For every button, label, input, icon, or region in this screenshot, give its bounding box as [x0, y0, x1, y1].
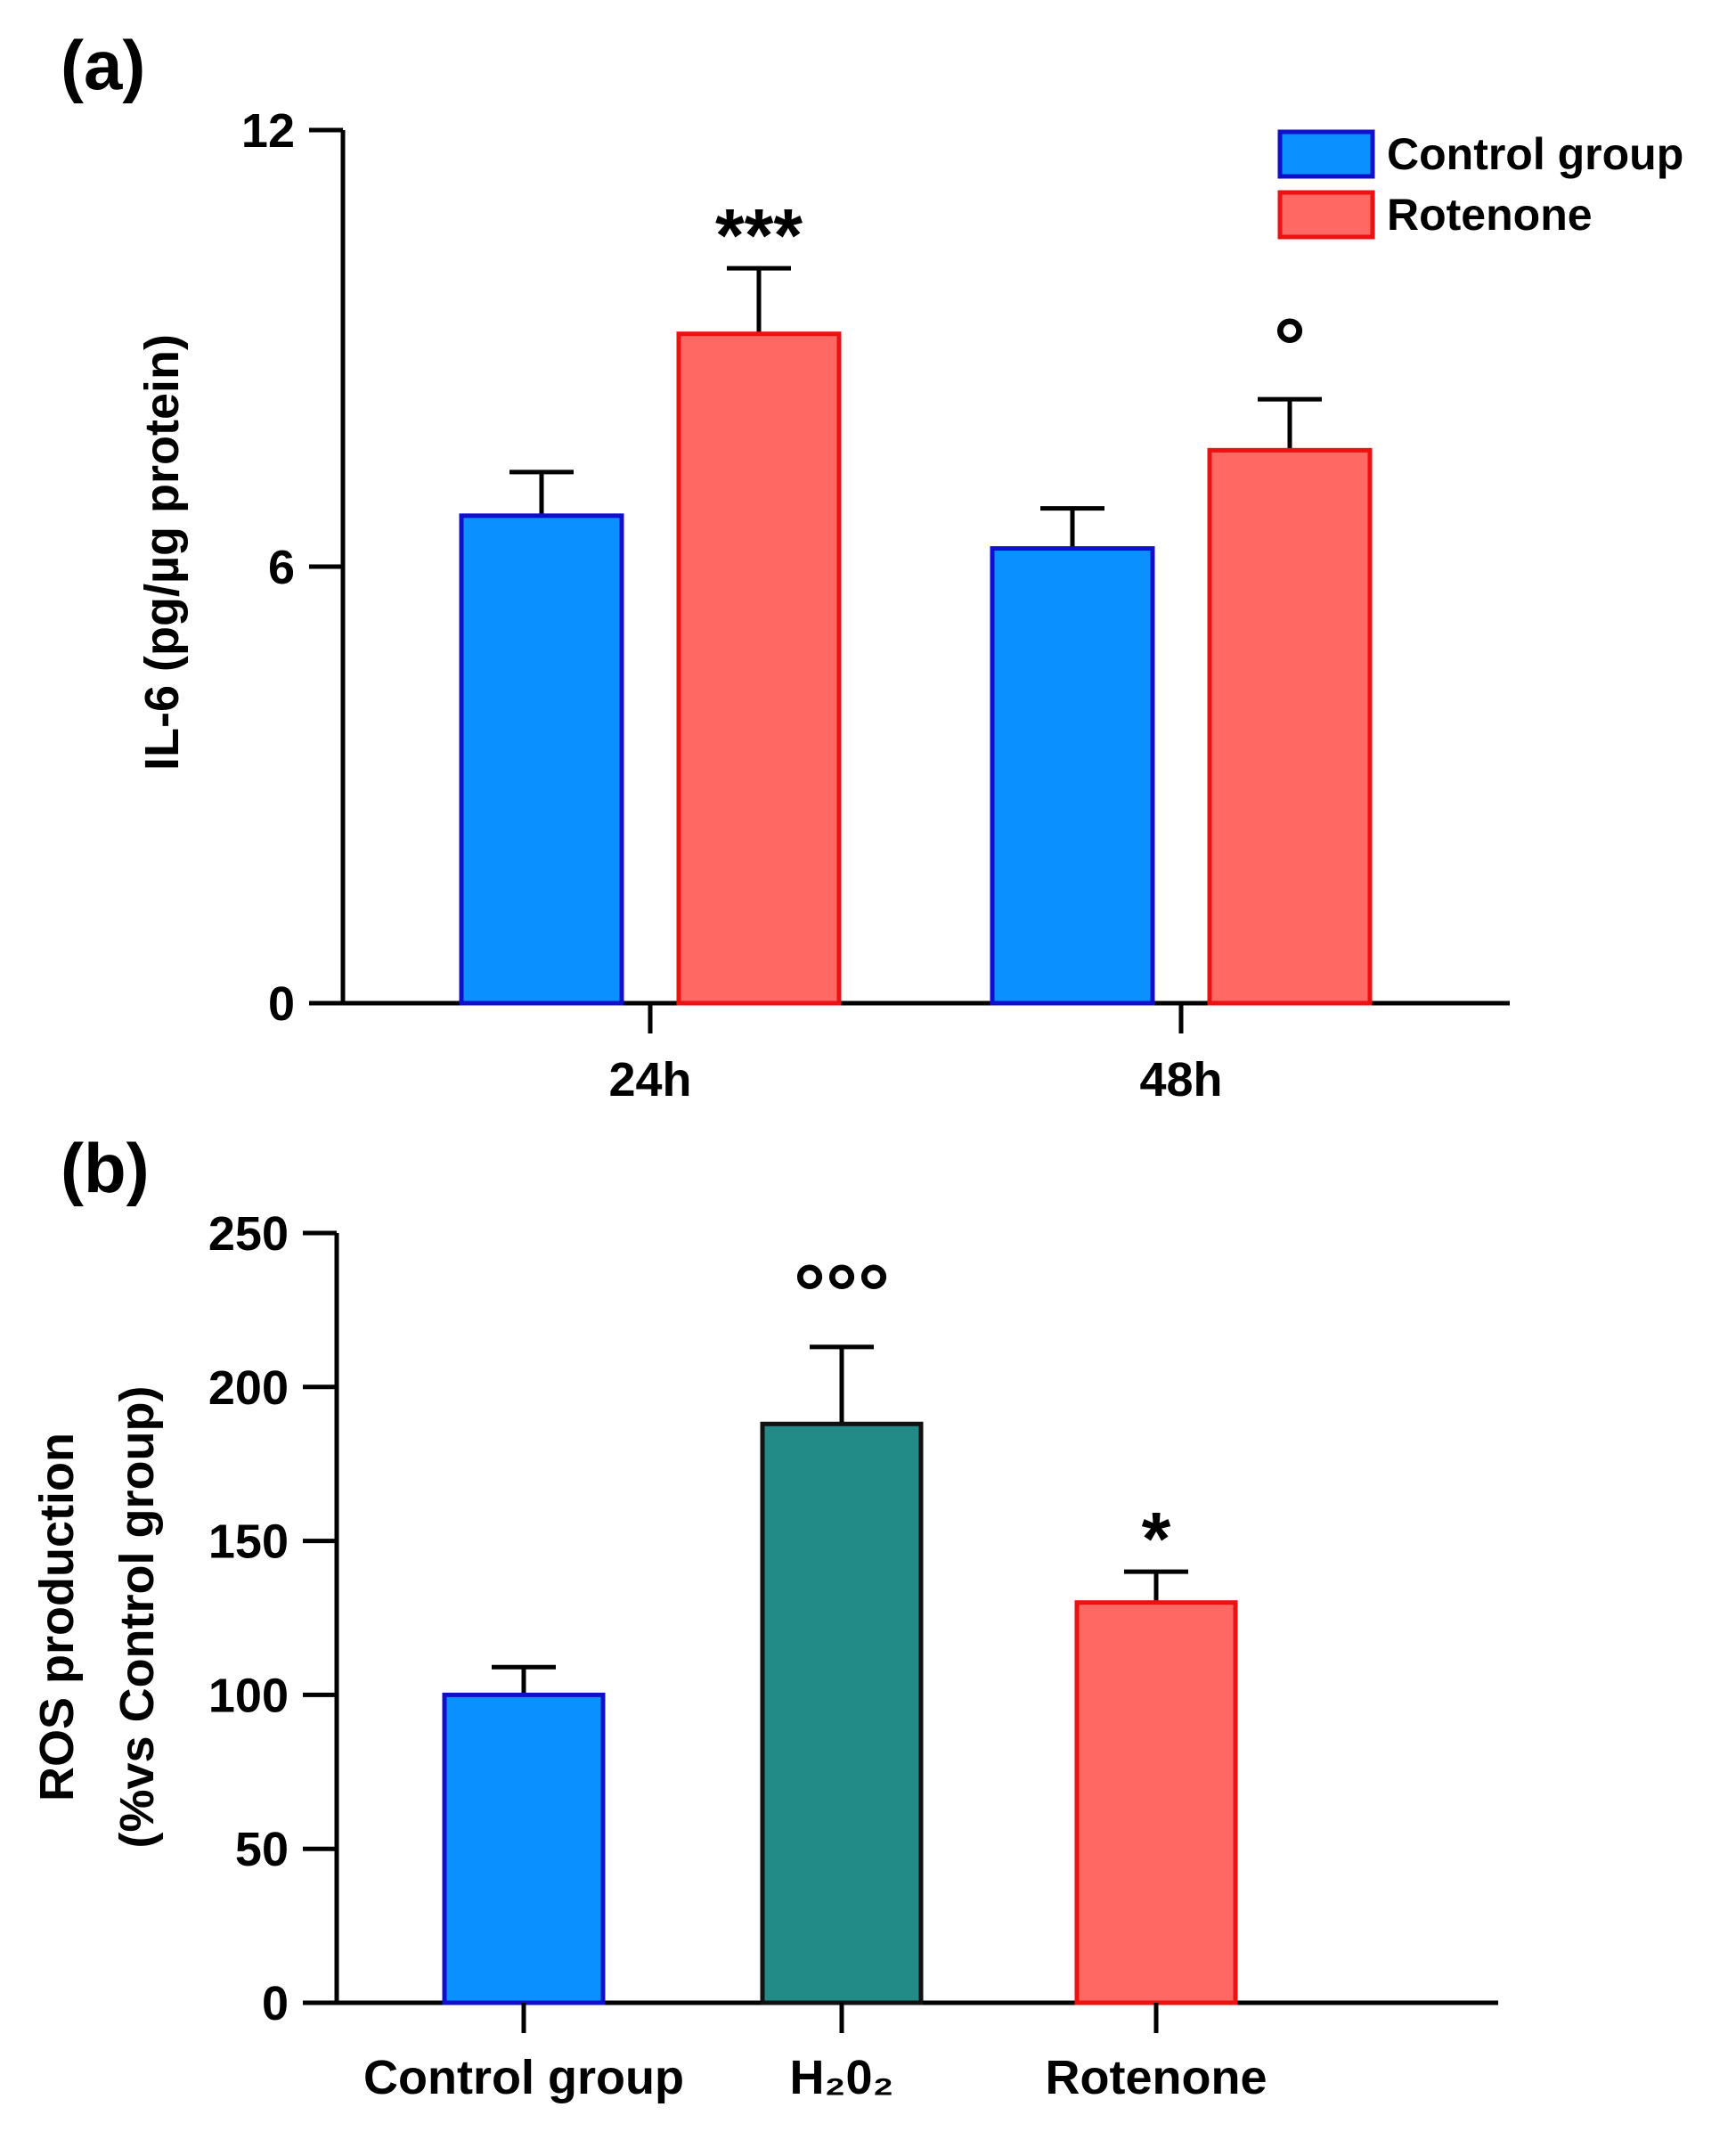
panel-b-bar [442, 1692, 606, 2005]
panel-b-y-tick-label: 250 [208, 1207, 289, 1261]
panel-a-legend-swatch [1277, 129, 1375, 179]
panel-a-legend-swatch [1277, 190, 1375, 240]
panel-a-legend-label: Control group [1387, 129, 1683, 179]
panel-a-bar [676, 331, 842, 1006]
panel-a-y-axis-title: IL-6 (pg/µg protein) [135, 334, 189, 771]
panel-a-bar [459, 513, 624, 1006]
panel-a-x-tick-label: 48h [1139, 1053, 1222, 1107]
panel-a-significance-mark: ° [1274, 303, 1306, 392]
panel-b-y-axis-title: ROS production [30, 1433, 84, 1801]
panel-a-bar [990, 546, 1155, 1006]
panel-b-y-tick-label: 200 [208, 1361, 289, 1415]
panel-b-bar [1074, 1600, 1238, 2005]
panel-a: (a) 0 6 12 *** ° 24h 48h IL-6 (pg/µg protein) Con… [61, 26, 1683, 1107]
panel-a-significance-mark: *** [715, 193, 803, 277]
panel-a-legend-label: Rotenone [1387, 190, 1593, 240]
panel-a-y-tick-label: 0 [268, 977, 295, 1031]
panel-b-x-tick-label: Control group [363, 2051, 684, 2104]
panel-a-label: (a) [61, 26, 145, 104]
panel-b-y-axis-subtitle: (%vs Control group) [110, 1386, 164, 1849]
panel-b-y-tick-label: 100 [208, 1669, 289, 1722]
panel-b: (b) 0 50 100 150 200 250 °°° * Control group H₂0₂ R… [30, 1129, 1498, 2104]
panel-b-y-tick-label: 0 [262, 1977, 289, 2030]
panel-a-x-tick-label: 24h [608, 1053, 691, 1107]
panel-b-y-tick-label: 50 [235, 1823, 289, 1876]
panel-b-significance-mark: * [1142, 1497, 1171, 1580]
panel-b-y-tick-label: 150 [208, 1515, 289, 1569]
panel-b-bar [760, 1421, 924, 2005]
panel-a-bar [1207, 447, 1373, 1006]
panel-b-significance-mark: °°° [794, 1249, 890, 1338]
panel-b-x-tick-label: Rotenone [1046, 2051, 1267, 2104]
panel-b-label: (b) [61, 1129, 150, 1207]
panel-b-x-tick-label: H₂0₂ [789, 2051, 893, 2104]
panel-a-y-tick-label: 6 [268, 541, 295, 594]
panel-a-y-tick-label: 12 [241, 104, 295, 158]
